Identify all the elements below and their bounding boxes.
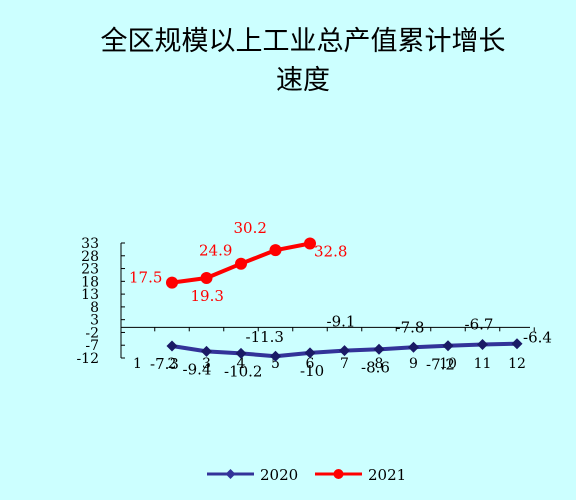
data-label-2020: -9.4 — [183, 360, 212, 378]
data-label-2020: -7.8 — [396, 318, 425, 336]
data-point-2020 — [304, 347, 316, 359]
data-point-2020 — [339, 345, 350, 357]
x-tick-label: 2 — [168, 356, 177, 372]
data-point-2021 — [235, 257, 247, 270]
y-tick-label: 13 — [81, 287, 99, 303]
data-label-2020: -7.3 — [150, 355, 179, 373]
data-label-2020: -7.2 — [426, 356, 455, 374]
x-tick-label: 11 — [474, 356, 492, 372]
legend-item-2020: 2020 — [207, 466, 298, 484]
x-tick-label: 10 — [439, 356, 457, 372]
data-point-2021 — [304, 237, 316, 250]
data-point-2020 — [477, 338, 488, 350]
data-point-2021 — [166, 276, 178, 289]
x-tick-label: 8 — [375, 356, 384, 372]
x-tick-label: 1 — [133, 356, 142, 372]
y-tick-label: 33 — [81, 236, 99, 252]
legend-marker-2021 — [333, 469, 344, 479]
y-tick-label: 28 — [81, 249, 99, 265]
legend-item-2021: 2021 — [315, 466, 406, 484]
legend: 2020 2021 — [207, 466, 406, 484]
y-tick-label: 23 — [81, 262, 99, 278]
data-point-2020 — [201, 345, 212, 357]
chart-title-line-2: 速度 — [276, 65, 330, 96]
y-tick-label: -7 — [85, 338, 99, 354]
data-label-2020: -8.6 — [361, 358, 390, 376]
x-tick-label: 7 — [340, 356, 349, 372]
y-tick-label: 18 — [81, 274, 99, 290]
data-label-2020: -6.7 — [465, 315, 494, 333]
data-label-2020: -11.3 — [246, 328, 284, 346]
data-point-2020 — [373, 343, 385, 355]
x-tick-label: 12 — [508, 356, 526, 372]
data-label-2021: 17.5 — [129, 269, 162, 287]
data-label-2021: 30.2 — [234, 219, 267, 237]
data-point-2020 — [442, 340, 454, 352]
series-layer — [166, 237, 523, 362]
data-label-2020: -10 — [300, 362, 324, 380]
data-point-2021 — [200, 272, 213, 285]
data-label-2020: -9.1 — [327, 313, 356, 331]
data-point-2020 — [270, 350, 281, 362]
y-tick-label: 8 — [90, 300, 99, 316]
data-point-2020 — [511, 338, 523, 350]
y-tick-label: 3 — [90, 313, 99, 329]
data-label-2021: 24.9 — [199, 242, 232, 260]
data-label-2021: 32.8 — [314, 243, 347, 261]
data-label-2020: -10.2 — [224, 362, 262, 380]
data-label-2021: 19.3 — [191, 287, 224, 305]
data-point-2020 — [408, 341, 419, 353]
data-label-2020: -6.4 — [523, 329, 552, 347]
y-tick-label: -2 — [85, 325, 99, 341]
y-tick-label: -12 — [76, 351, 99, 367]
data-point-2021 — [269, 244, 282, 257]
x-tick-label: 6 — [306, 356, 315, 372]
data-labels: -7.3 -9.4 -10.2 -11.3 -10 -9.1 -8.6 -7.8 -7.2 -6.… — [129, 219, 552, 380]
legend-marker-2020 — [225, 469, 236, 479]
chart-title-line-1: 全区规模以上工业总产值累计增长 — [101, 26, 506, 57]
data-point-2020 — [166, 340, 178, 352]
legend-label-2020: 2020 — [260, 466, 298, 484]
x-tick-label: 4 — [237, 356, 246, 372]
legend-label-2021: 2021 — [368, 466, 406, 484]
data-point-2020 — [235, 347, 247, 359]
x-tick-label: 5 — [271, 356, 280, 372]
x-tick-label: 3 — [202, 356, 211, 372]
x-tick-label: 9 — [409, 356, 418, 372]
